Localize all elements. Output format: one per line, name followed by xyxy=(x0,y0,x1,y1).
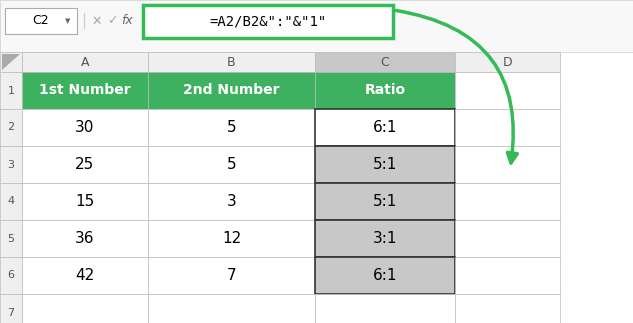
Bar xyxy=(22,109,148,146)
Bar xyxy=(0,183,22,220)
Text: 30: 30 xyxy=(75,120,95,135)
Bar xyxy=(0,257,22,294)
Bar xyxy=(0,0,633,52)
Bar xyxy=(455,294,560,323)
Bar xyxy=(22,146,148,183)
Bar xyxy=(0,220,22,257)
Polygon shape xyxy=(2,54,20,70)
Bar xyxy=(0,146,22,183)
Text: |: | xyxy=(82,13,87,29)
Bar xyxy=(0,109,22,146)
Text: 7: 7 xyxy=(227,268,236,283)
Bar xyxy=(22,72,148,109)
Text: D: D xyxy=(503,56,512,68)
Text: 7: 7 xyxy=(8,307,15,318)
Bar xyxy=(143,5,393,38)
Text: C2: C2 xyxy=(33,15,49,27)
Bar xyxy=(148,220,315,257)
Bar xyxy=(0,294,22,323)
Bar xyxy=(148,72,315,109)
Text: 3:1: 3:1 xyxy=(373,231,398,246)
Text: 12: 12 xyxy=(222,231,241,246)
Bar xyxy=(148,257,315,294)
Text: 25: 25 xyxy=(75,157,94,172)
Bar xyxy=(22,294,148,323)
Text: 6:1: 6:1 xyxy=(373,120,398,135)
Text: C: C xyxy=(380,56,389,68)
Text: 2: 2 xyxy=(8,122,15,132)
Text: 3: 3 xyxy=(8,160,15,170)
Text: 5:1: 5:1 xyxy=(373,157,397,172)
Bar xyxy=(315,72,455,109)
Bar xyxy=(148,294,315,323)
Text: A: A xyxy=(81,56,89,68)
Bar xyxy=(455,72,560,109)
Text: 15: 15 xyxy=(75,194,94,209)
Bar xyxy=(315,294,455,323)
Text: 2nd Number: 2nd Number xyxy=(183,84,280,98)
Text: =A2/B2&":"&"1": =A2/B2&":"&"1" xyxy=(210,15,327,28)
Bar xyxy=(22,257,148,294)
Text: 6: 6 xyxy=(8,270,15,280)
Text: B: B xyxy=(227,56,236,68)
Text: 5: 5 xyxy=(227,157,236,172)
Bar xyxy=(22,220,148,257)
Bar xyxy=(5,8,77,34)
Text: 4: 4 xyxy=(8,196,15,206)
Bar xyxy=(315,183,455,220)
Text: 5:1: 5:1 xyxy=(373,194,397,209)
Text: ✓: ✓ xyxy=(107,15,117,27)
Bar xyxy=(148,183,315,220)
Text: 6:1: 6:1 xyxy=(373,268,398,283)
Bar xyxy=(455,109,560,146)
Bar xyxy=(315,109,455,146)
Bar xyxy=(315,220,455,257)
Bar xyxy=(455,257,560,294)
Bar xyxy=(315,146,455,183)
Text: 5: 5 xyxy=(227,120,236,135)
Bar xyxy=(0,72,22,109)
Bar xyxy=(22,52,148,72)
Bar xyxy=(148,146,315,183)
Bar xyxy=(148,52,315,72)
Text: ▼: ▼ xyxy=(65,18,71,24)
Bar xyxy=(315,52,455,72)
Text: 5: 5 xyxy=(8,234,15,244)
Bar xyxy=(148,109,315,146)
Text: ✕: ✕ xyxy=(92,15,103,27)
Bar xyxy=(315,257,455,294)
Text: 42: 42 xyxy=(75,268,94,283)
Text: 1: 1 xyxy=(8,86,15,96)
Bar xyxy=(455,183,560,220)
Bar xyxy=(22,183,148,220)
Bar xyxy=(0,52,22,72)
Text: 1st Number: 1st Number xyxy=(39,84,131,98)
Text: Ratio: Ratio xyxy=(365,84,406,98)
Bar xyxy=(455,220,560,257)
Text: fx: fx xyxy=(121,15,133,27)
Text: 3: 3 xyxy=(227,194,236,209)
Text: 36: 36 xyxy=(75,231,95,246)
Bar xyxy=(455,146,560,183)
Bar xyxy=(455,52,560,72)
